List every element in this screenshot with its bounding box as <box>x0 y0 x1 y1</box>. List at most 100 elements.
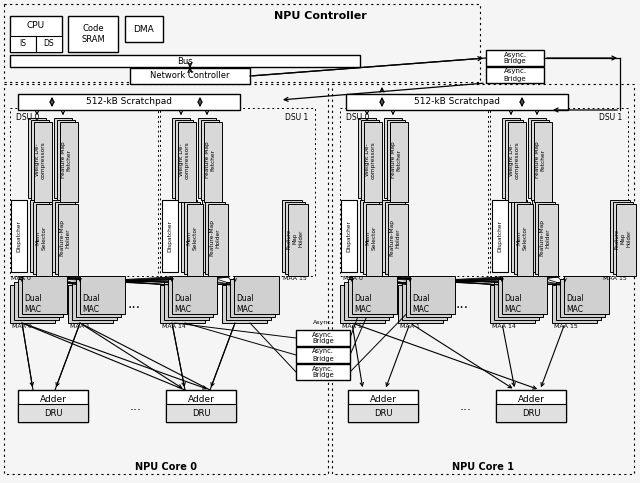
Text: DRU: DRU <box>44 409 62 417</box>
Bar <box>385 202 405 274</box>
Bar <box>296 330 350 346</box>
Bar <box>364 122 382 202</box>
Text: Dual
MAC: Dual MAC <box>236 294 254 313</box>
Text: MAA 1: MAA 1 <box>342 324 362 328</box>
Bar <box>610 200 630 272</box>
Text: ...: ... <box>127 297 141 311</box>
Text: Async.
Bridge: Async. Bridge <box>312 331 334 344</box>
Text: MAA 15: MAA 15 <box>604 276 627 281</box>
Text: Dual
MAC: Dual MAC <box>354 294 372 313</box>
Bar <box>68 285 113 323</box>
Text: Dispatcher: Dispatcher <box>497 220 502 252</box>
Bar <box>384 118 402 198</box>
Bar <box>160 108 315 276</box>
Text: ...: ... <box>460 399 472 412</box>
Text: Mem
Selector: Mem Selector <box>36 226 46 250</box>
Text: DSU 0: DSU 0 <box>346 113 369 122</box>
Bar <box>486 67 544 83</box>
Text: DMA: DMA <box>134 25 154 33</box>
Bar <box>204 122 222 202</box>
Bar <box>72 282 117 320</box>
Text: DSU 1: DSU 1 <box>599 113 622 122</box>
Text: Feature-Map
Holder: Feature-Map Holder <box>390 219 401 256</box>
Text: Feature-
Map
Holder: Feature- Map Holder <box>614 227 631 249</box>
Bar <box>340 285 385 323</box>
Bar <box>366 204 382 276</box>
Bar <box>175 120 193 200</box>
Bar <box>10 36 36 52</box>
Text: DSU 0: DSU 0 <box>16 113 40 122</box>
Text: Mem
Selector: Mem Selector <box>516 226 527 250</box>
Bar <box>4 84 328 474</box>
Text: DS: DS <box>44 40 54 48</box>
Bar <box>552 285 597 323</box>
Text: Dual
MAC: Dual MAC <box>412 294 430 313</box>
Bar <box>382 200 402 272</box>
Bar <box>184 202 200 274</box>
Bar <box>402 282 447 320</box>
Text: Feature Map
Fetcher: Feature Map Fetcher <box>534 142 545 178</box>
Bar <box>514 202 530 274</box>
Bar <box>125 16 163 42</box>
Bar <box>164 282 209 320</box>
Bar <box>10 285 55 323</box>
Bar <box>80 276 125 314</box>
Text: Feature Map
Fetcher: Feature Map Fetcher <box>61 142 72 178</box>
Bar <box>58 204 78 276</box>
Bar <box>30 200 46 272</box>
Bar <box>348 390 418 422</box>
Bar <box>387 120 405 200</box>
Bar <box>534 122 552 202</box>
Bar <box>230 279 275 317</box>
Bar <box>390 122 408 202</box>
Text: MAA 14: MAA 14 <box>492 324 516 328</box>
Bar <box>410 276 455 314</box>
Bar <box>285 202 305 274</box>
Text: DRU: DRU <box>522 409 540 417</box>
Bar <box>560 279 605 317</box>
Text: Code
SRAM: Code SRAM <box>81 24 105 43</box>
Bar <box>226 282 271 320</box>
Text: Bus: Bus <box>177 57 193 66</box>
Bar <box>616 204 636 276</box>
Text: MAA 1: MAA 1 <box>400 324 420 328</box>
Text: Mem
Selector: Mem Selector <box>187 226 197 250</box>
Text: Weight De-
compressors: Weight De- compressors <box>509 141 520 179</box>
Text: Dual
MAC: Dual MAC <box>24 294 42 313</box>
Bar <box>202 200 222 272</box>
Bar <box>68 16 118 52</box>
Text: MAA 15: MAA 15 <box>284 276 307 281</box>
Bar <box>10 16 62 52</box>
Bar <box>14 282 59 320</box>
Bar <box>494 282 539 320</box>
Bar <box>178 122 196 202</box>
Text: ...: ... <box>456 297 468 311</box>
Bar <box>502 118 520 198</box>
Text: Dispatcher: Dispatcher <box>168 220 173 252</box>
Text: 512-kB Scratchpad: 512-kB Scratchpad <box>414 98 500 106</box>
Text: Feature Map
Fetcher: Feature Map Fetcher <box>390 142 401 178</box>
Bar <box>490 285 535 323</box>
Bar <box>55 202 75 274</box>
Bar <box>54 118 72 198</box>
Bar <box>166 390 236 422</box>
Bar <box>18 404 88 422</box>
Bar <box>18 279 63 317</box>
Text: Adder: Adder <box>518 395 545 403</box>
Bar <box>498 279 543 317</box>
Text: Dispatcher: Dispatcher <box>17 220 22 252</box>
Bar <box>340 108 488 276</box>
Bar <box>496 390 566 422</box>
Bar <box>36 36 62 52</box>
Bar <box>130 68 250 84</box>
Bar <box>282 200 302 272</box>
Bar <box>234 276 279 314</box>
Bar <box>201 120 219 200</box>
Bar <box>511 200 527 272</box>
Text: Adder: Adder <box>40 395 67 403</box>
Bar <box>36 204 52 276</box>
Bar <box>363 202 379 274</box>
Bar <box>332 84 634 474</box>
Text: Mem
Selector: Mem Selector <box>365 226 376 250</box>
Text: Adder: Adder <box>188 395 214 403</box>
